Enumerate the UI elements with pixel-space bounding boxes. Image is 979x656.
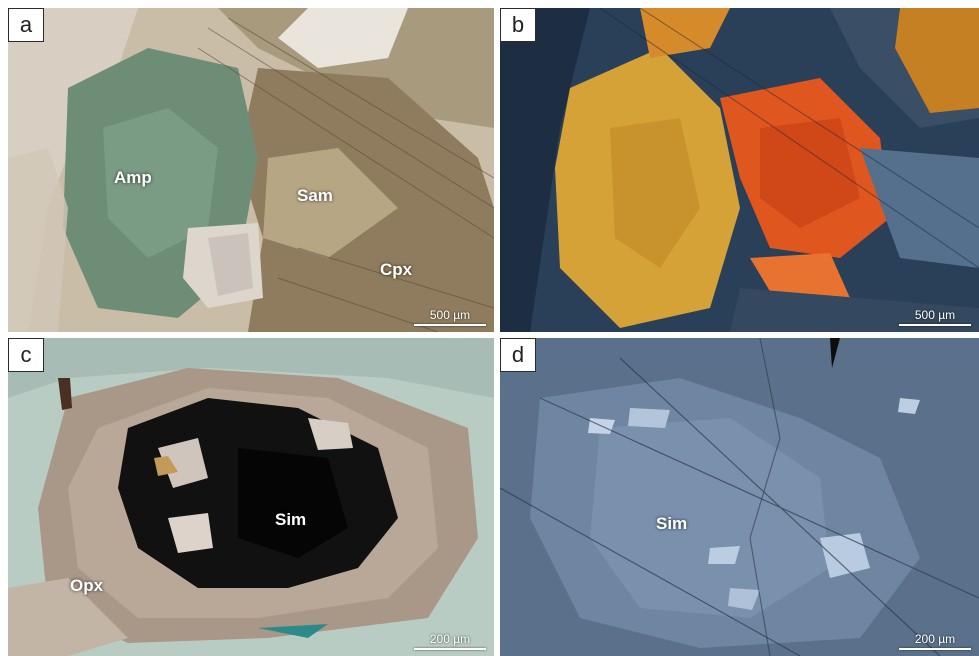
panel-b-micrograph <box>500 8 979 332</box>
panel-c-scale-bar: 200 µm <box>414 633 486 650</box>
panel-c: c Sim Opx 200 µm <box>8 338 494 656</box>
mineral-label-sim-d: Sim <box>656 514 688 533</box>
mineral-label-sim: Sim <box>275 510 307 529</box>
mineral-label-sam: Sam <box>297 186 333 205</box>
panel-d: d Sim 200 µm <box>500 338 979 656</box>
panel-b-scale-bar: 500 µm <box>899 309 971 326</box>
mineral-label-cpx: Cpx <box>380 260 413 279</box>
panel-d-scale-label: 200 µm <box>914 632 956 646</box>
panel-a-scale-bar: 500 µm <box>414 309 486 326</box>
panel-d-letter: d <box>500 338 536 372</box>
panel-a-scale-label: 500 µm <box>429 308 471 322</box>
panel-a-letter: a <box>8 8 44 42</box>
panel-b: b 500 µm <box>500 8 979 332</box>
panel-b-letter: b <box>500 8 536 42</box>
panel-c-letter: c <box>8 338 44 372</box>
panel-c-scale-label: 200 µm <box>429 632 471 646</box>
panel-c-micrograph <box>8 338 494 656</box>
panel-c-scale-line <box>414 648 486 650</box>
panel-b-scale-label: 500 µm <box>914 308 956 322</box>
panel-d-micrograph <box>500 338 979 656</box>
panel-a: a Amp Sam Cpx 500 µm <box>8 8 494 332</box>
panel-d-scale-line <box>899 648 971 650</box>
panel-d-scale-bar: 200 µm <box>899 633 971 650</box>
mineral-label-amp: Amp <box>114 168 152 187</box>
mineral-label-opx: Opx <box>70 576 104 595</box>
panel-a-scale-line <box>414 324 486 326</box>
panel-b-scale-line <box>899 324 971 326</box>
panel-a-micrograph <box>8 8 494 332</box>
